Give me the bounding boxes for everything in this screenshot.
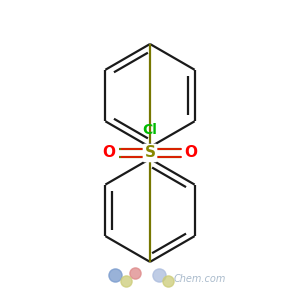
Text: O: O	[185, 146, 198, 160]
Text: Cl: Cl	[142, 123, 158, 137]
Point	[165, 279, 170, 283]
Text: Chem.com: Chem.com	[174, 274, 226, 284]
Point	[156, 273, 161, 278]
Point	[112, 273, 117, 278]
Text: S: S	[145, 146, 155, 160]
Point	[124, 279, 129, 283]
Point	[133, 271, 138, 275]
Text: O: O	[102, 146, 115, 160]
